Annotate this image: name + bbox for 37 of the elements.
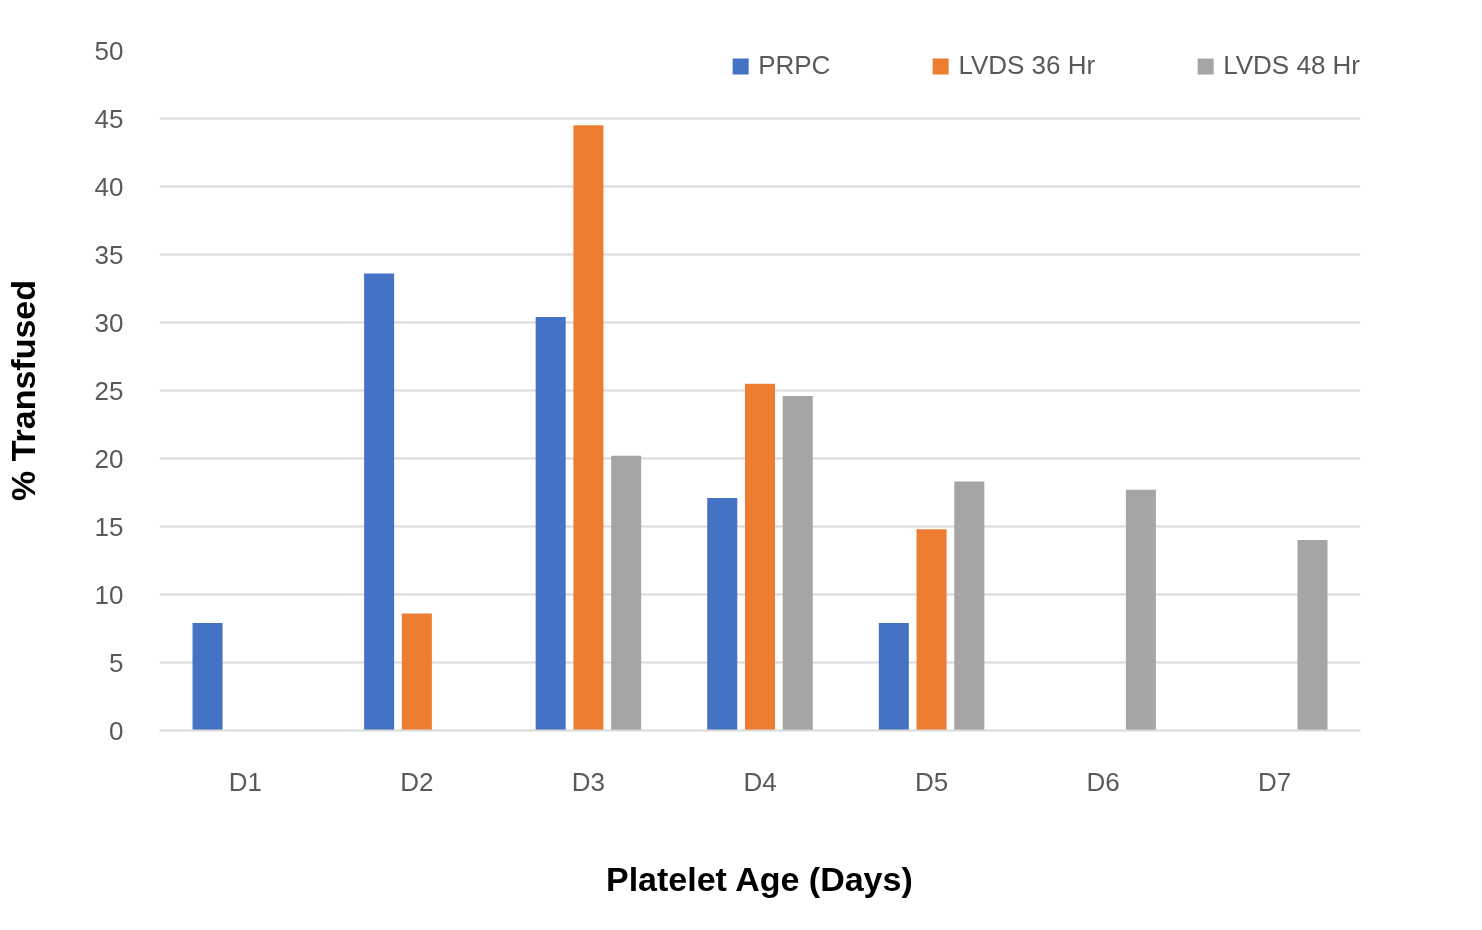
bar [573,125,604,731]
bar [878,623,909,731]
y-tick-label: 5 [109,647,124,678]
y-tick-label: 40 [94,171,124,202]
bar [916,529,947,731]
x-axis-title: Platelet Age (Days) [606,859,913,898]
bar [192,623,223,731]
y-tick-label: 35 [94,239,124,270]
y-axis-title: % Transfused [3,279,42,502]
bar [954,481,985,731]
y-tick-label: 15 [94,511,124,542]
bar [611,455,642,731]
bar [782,395,813,731]
bar [1125,489,1156,731]
y-tick-label: 30 [94,307,124,338]
bar [744,383,776,731]
bar [535,317,566,731]
bar [401,613,432,731]
x-tick-label: D7 [1258,766,1292,797]
x-tick-label: D1 [228,766,262,797]
legend-label: LVDS 48 Hr [1223,50,1360,81]
y-tick-label: 0 [109,715,124,746]
legend-label: LVDS 36 Hr [958,50,1096,81]
x-tick-label: D6 [1086,766,1120,797]
x-tick-label: D2 [400,766,434,797]
y-tick-label: 10 [94,579,124,610]
legend-label: PRPC [758,50,831,81]
x-tick-label: D5 [914,766,949,797]
bar [364,273,395,731]
y-tick-label: 45 [94,103,124,134]
bar [707,497,738,731]
x-tick-label: D3 [571,766,606,797]
x-tick-label: D4 [743,766,777,797]
bar [1297,540,1328,731]
y-tick-label: 20 [94,443,124,474]
y-tick-label: 25 [94,375,124,406]
y-tick-label: 50 [94,35,124,66]
